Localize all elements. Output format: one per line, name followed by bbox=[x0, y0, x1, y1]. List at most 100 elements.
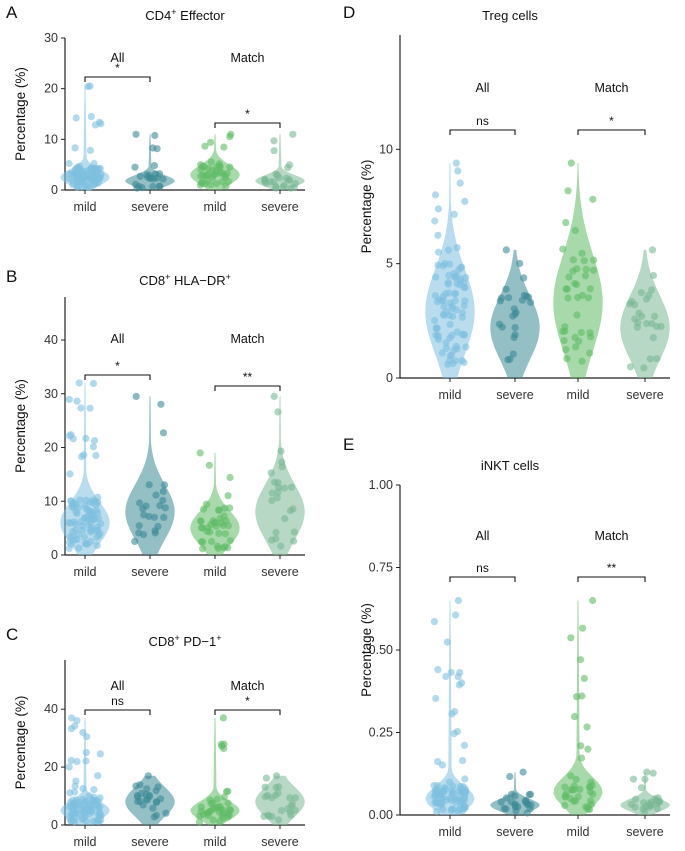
x-tick-label: severe bbox=[496, 388, 534, 402]
data-point bbox=[208, 537, 216, 546]
data-point bbox=[586, 285, 594, 293]
data-point bbox=[646, 355, 654, 363]
data-point bbox=[226, 473, 234, 482]
violin-mild-all- bbox=[425, 163, 475, 378]
data-point bbox=[203, 809, 211, 817]
data-point bbox=[71, 722, 79, 730]
data-point bbox=[290, 528, 298, 536]
data-point bbox=[445, 271, 453, 280]
data-point bbox=[72, 520, 80, 528]
data-point bbox=[452, 611, 460, 619]
data-point bbox=[80, 451, 88, 459]
data-point bbox=[133, 797, 142, 806]
data-point bbox=[206, 181, 215, 189]
data-point bbox=[97, 812, 105, 820]
data-point bbox=[456, 801, 464, 809]
y-tick-label: 0.75 bbox=[369, 561, 393, 575]
data-point bbox=[439, 787, 447, 795]
x-tick-label: mild bbox=[204, 200, 227, 214]
violin-mild-all- bbox=[425, 600, 475, 815]
data-point bbox=[264, 811, 272, 819]
data-point bbox=[89, 817, 98, 826]
data-point bbox=[430, 618, 438, 626]
data-point bbox=[527, 801, 535, 809]
group-label: Match bbox=[230, 51, 264, 65]
data-point bbox=[632, 795, 640, 803]
data-point bbox=[150, 162, 158, 170]
data-point bbox=[65, 544, 73, 553]
data-point bbox=[442, 344, 451, 352]
data-point bbox=[577, 754, 586, 762]
data-point bbox=[447, 351, 455, 359]
y-tick-label: 10 bbox=[44, 132, 58, 146]
data-point bbox=[510, 305, 518, 313]
data-point bbox=[584, 745, 592, 753]
y-tick-label: 0.25 bbox=[369, 726, 393, 740]
violin-severe-match- bbox=[255, 396, 305, 555]
data-point bbox=[511, 792, 519, 800]
data-point bbox=[454, 167, 462, 175]
data-point bbox=[65, 538, 73, 546]
data-point bbox=[74, 530, 82, 539]
data-point bbox=[73, 182, 81, 190]
data-point bbox=[71, 818, 79, 826]
data-point bbox=[69, 435, 77, 443]
significance-bracket bbox=[214, 122, 281, 128]
x-tick-label: mild bbox=[439, 388, 462, 402]
data-point bbox=[73, 758, 81, 766]
data-point bbox=[290, 537, 298, 545]
data-point bbox=[75, 544, 83, 552]
data-point bbox=[213, 163, 221, 171]
data-point bbox=[132, 130, 140, 138]
data-point bbox=[270, 137, 278, 145]
data-point bbox=[502, 285, 510, 293]
data-point bbox=[562, 346, 570, 354]
data-point bbox=[281, 515, 289, 523]
x-tick-label: severe bbox=[261, 200, 299, 214]
data-point bbox=[160, 481, 169, 489]
data-point bbox=[448, 304, 456, 313]
data-point bbox=[268, 536, 276, 544]
data-point bbox=[648, 286, 656, 294]
data-point bbox=[75, 379, 83, 387]
data-point bbox=[67, 756, 75, 765]
data-point bbox=[431, 217, 439, 225]
data-point bbox=[446, 260, 454, 268]
x-tick-label: severe bbox=[261, 835, 299, 846]
data-point bbox=[65, 763, 73, 771]
data-point bbox=[648, 801, 656, 809]
data-point bbox=[75, 162, 83, 170]
data-point bbox=[442, 672, 450, 681]
x-tick-label: mild bbox=[439, 825, 462, 839]
data-point bbox=[460, 331, 468, 339]
data-point bbox=[207, 138, 215, 146]
data-point bbox=[197, 517, 205, 525]
significance-bracket bbox=[84, 76, 151, 82]
x-tick-label: severe bbox=[626, 825, 664, 839]
data-point bbox=[641, 775, 649, 783]
data-point bbox=[89, 165, 97, 173]
significance-bracket bbox=[214, 709, 281, 715]
significance-bracket bbox=[449, 576, 516, 582]
data-point bbox=[74, 504, 82, 512]
data-point bbox=[136, 499, 144, 507]
group-label: All bbox=[476, 529, 490, 543]
data-point bbox=[140, 511, 148, 519]
data-point bbox=[86, 146, 94, 154]
data-point bbox=[519, 768, 527, 776]
data-point bbox=[152, 491, 160, 499]
data-point bbox=[648, 320, 656, 328]
data-point bbox=[643, 768, 651, 776]
panel-letter: B bbox=[6, 267, 17, 286]
data-point bbox=[215, 506, 223, 514]
data-point bbox=[132, 782, 140, 790]
data-point bbox=[448, 331, 456, 339]
data-point bbox=[73, 397, 81, 405]
data-point bbox=[196, 181, 204, 189]
panel-B: B CD8+ HLA−DR+ 0 10 20 30 40 Percentage (%) mild… bbox=[6, 267, 305, 579]
data-point bbox=[79, 785, 87, 793]
data-point bbox=[285, 176, 293, 184]
data-point bbox=[90, 159, 98, 168]
data-point bbox=[197, 538, 205, 546]
violin-severe-match- bbox=[620, 249, 670, 378]
